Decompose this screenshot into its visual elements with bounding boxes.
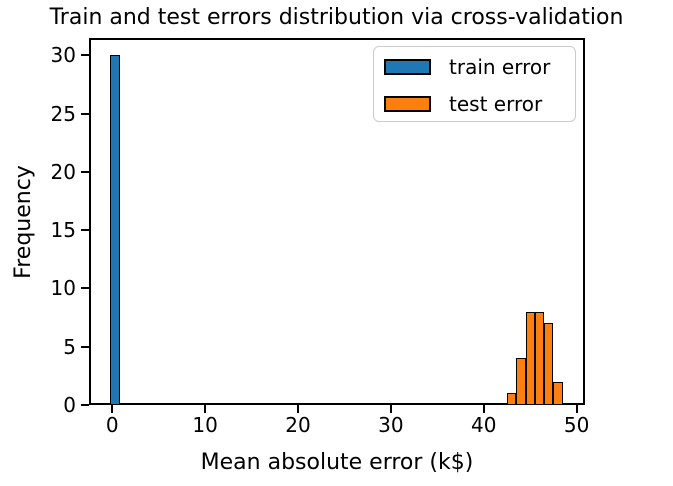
x-axis-tick [204, 405, 207, 413]
histogram-bar [534, 311, 545, 405]
x-axis-tick [482, 405, 485, 413]
y-tick-label: 0 [63, 393, 76, 417]
legend-swatch [384, 58, 431, 75]
x-tick-label: 40 [471, 413, 497, 437]
legend-item: train error [384, 56, 575, 78]
legend-item: test error [384, 93, 575, 115]
y-tick-label: 10 [50, 276, 76, 301]
x-tick-label: 10 [192, 413, 218, 437]
x-tick-label: 20 [285, 413, 311, 437]
legend: train error test error [373, 46, 576, 122]
histogram-bar [553, 381, 563, 405]
y-tick-label: 15 [50, 218, 76, 243]
x-tick-label: 30 [378, 413, 404, 437]
histogram-bar [516, 358, 526, 405]
y-tick-label: 30 [50, 43, 76, 68]
x-axis-label: Mean absolute error (k$) [200, 450, 474, 475]
y-tick-label: 5 [63, 334, 76, 359]
x-axis-tick [575, 405, 578, 413]
y-axis-tick [81, 287, 89, 290]
y-axis-tick [81, 54, 89, 57]
chart-title: Train and test errors distribution via c… [49, 5, 624, 30]
y-axis-tick [81, 112, 89, 115]
y-axis-label: Frequency [11, 165, 36, 279]
x-tick-label: 50 [563, 413, 590, 437]
y-tick-label: 20 [50, 159, 76, 184]
x-tick-label: 0 [105, 413, 119, 437]
x-axis-tick [296, 405, 299, 413]
y-tick-label: 25 [50, 101, 76, 126]
x-axis-tick [389, 405, 392, 413]
legend-swatch [384, 95, 431, 112]
y-axis-tick [81, 345, 89, 348]
y-axis-tick [81, 229, 89, 232]
y-axis-tick [81, 404, 89, 406]
x-axis-tick [111, 405, 114, 413]
legend-label: train error [449, 54, 551, 79]
histogram-bar [525, 311, 535, 405]
histogram-bar [110, 55, 121, 405]
y-axis-tick [81, 170, 89, 173]
histogram-bar [506, 393, 517, 405]
legend-label: test error [449, 91, 543, 116]
histogram-bar [544, 323, 554, 405]
